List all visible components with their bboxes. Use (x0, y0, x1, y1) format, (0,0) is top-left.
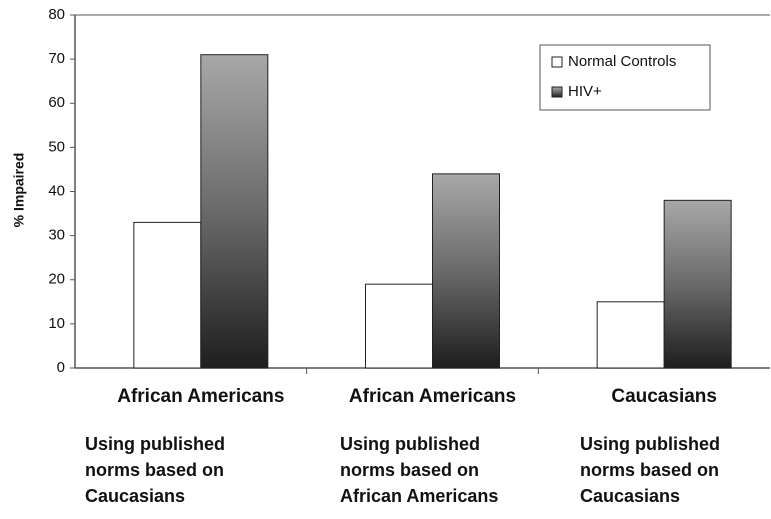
x-tick-label: African Americans (117, 386, 284, 407)
category-note: Using published (85, 434, 225, 454)
bar (133, 221, 202, 369)
y-tick-label: 10 (48, 315, 65, 332)
y-tick-label: 60 (48, 94, 65, 111)
legend-box (539, 44, 711, 111)
y-tick-label: 0 (57, 359, 65, 376)
y-tick-label: 30 (48, 227, 65, 244)
legend-swatch (551, 86, 563, 98)
bar (596, 301, 665, 369)
category-note: norms based on (340, 460, 479, 480)
bar (200, 54, 269, 369)
category-note: Using published (340, 434, 480, 454)
x-tick-label: African Americans (349, 386, 516, 407)
category-note: Caucasians (580, 486, 680, 506)
legend-swatch (551, 56, 563, 68)
category-note: norms based on (580, 460, 719, 480)
bar (663, 199, 732, 369)
y-tick-label: 50 (48, 138, 65, 155)
legend-label: HIV+ (568, 83, 602, 100)
bar (365, 283, 433, 369)
category-note: Caucasians (85, 486, 185, 506)
y-tick-label: 20 (48, 271, 65, 288)
x-tick-label: Caucasians (611, 386, 717, 407)
category-note: norms based on (85, 460, 224, 480)
y-axis-label: % Impaired (11, 153, 27, 228)
bar (432, 173, 500, 369)
category-note: African Americans (340, 486, 498, 506)
category-note: Using published (580, 434, 720, 454)
legend-label: Normal Controls (568, 53, 676, 70)
y-tick-label: 40 (48, 182, 65, 199)
y-tick-label: 80 (48, 6, 65, 23)
y-tick-label: 70 (48, 50, 65, 67)
